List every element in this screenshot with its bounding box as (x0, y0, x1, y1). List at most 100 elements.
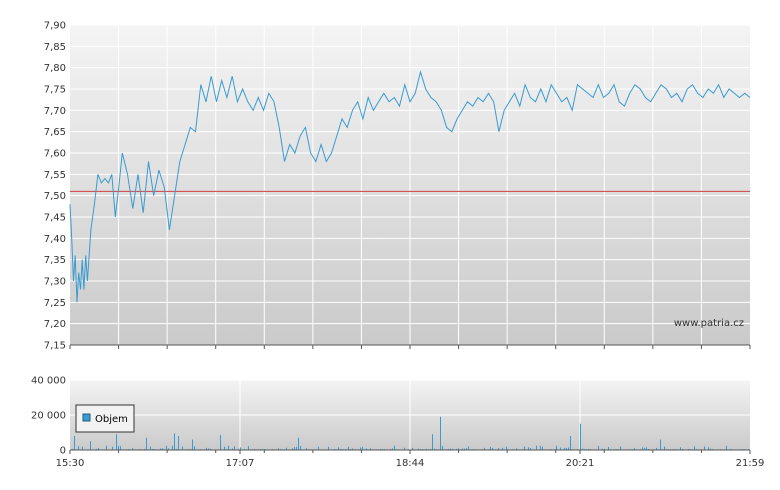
volume-x-tick-label: 18:44 (396, 458, 425, 469)
volume-bar (664, 446, 665, 450)
price-series-line (69, 70, 751, 303)
volume-bar (492, 448, 493, 450)
volume-bar (660, 439, 661, 450)
price-y-tick-label: 7,80 (44, 63, 66, 74)
volume-x-tick-label: 21:59 (736, 458, 765, 469)
volume-bar (348, 446, 349, 450)
volume-bar (298, 437, 299, 450)
volume-bar (234, 446, 235, 450)
volume-bar (82, 446, 83, 450)
volume-bar (370, 448, 371, 450)
price-y-tick-label: 7,50 (44, 191, 66, 202)
volume-bar (150, 446, 151, 450)
volume-bar (404, 447, 405, 450)
volume-bar (366, 448, 367, 450)
volume-bar (498, 448, 499, 450)
volume-bar (442, 445, 443, 450)
volume-y-tick-label: 20 000 (31, 411, 66, 422)
volume-bar (172, 445, 173, 450)
volume-bar (228, 445, 229, 450)
volume-bar (96, 448, 97, 450)
volume-bar (452, 448, 453, 450)
volume-bar (160, 448, 161, 450)
volume-bar (208, 448, 209, 450)
volume-y-tick-label: 40 000 (31, 376, 66, 387)
volume-bar (232, 448, 233, 450)
volume-bar (484, 447, 485, 450)
volume-bar (560, 447, 561, 450)
volume-bar (182, 446, 183, 450)
price-y-axis: 7,15 7,20 7,25 7,30 7,35 7,40 7,45 7,50 7,55 7,60… (44, 21, 66, 352)
volume-bar (528, 447, 529, 450)
volume-bar (648, 448, 649, 450)
volume-bar (254, 448, 255, 450)
volume-bar (642, 447, 643, 450)
volume-bar (694, 446, 695, 450)
volume-bar (646, 447, 647, 450)
volume-y-tick-label: 0 (60, 446, 66, 457)
volume-bar (608, 446, 609, 450)
volume-bar (90, 441, 91, 450)
volume-bar (350, 448, 351, 450)
volume-bar (570, 436, 571, 450)
price-y-tick-label: 7,20 (44, 319, 66, 330)
volume-bar (78, 446, 79, 450)
volume-bar (634, 447, 635, 450)
volume-bar (178, 436, 179, 450)
volume-bar (192, 439, 193, 450)
volume-bar (210, 448, 211, 450)
legend-swatch (82, 413, 91, 422)
volume-bar (502, 447, 503, 450)
volume-bar (286, 447, 287, 450)
volume-bar (120, 446, 121, 450)
volume-bar (458, 448, 459, 450)
volume-bar (74, 436, 75, 450)
volume-bar (644, 447, 645, 450)
volume-y-axis: 0 20 000 40 000 (31, 376, 66, 457)
price-y-tick-label: 7,40 (44, 234, 66, 245)
volume-bar (240, 447, 241, 450)
volume-bar (568, 447, 569, 450)
volume-bar (162, 448, 163, 450)
volume-bar (704, 446, 705, 450)
legend-box (75, 404, 135, 433)
volume-bar (238, 448, 239, 450)
volume-bar (318, 446, 319, 450)
price-panel: 7,15 7,20 7,25 7,30 7,35 7,40 7,45 7,50 7,55 7,60… (44, 21, 751, 352)
volume-bar (112, 446, 113, 450)
volume-bar (602, 448, 603, 450)
volume-bar (106, 445, 107, 450)
volume-bar (278, 448, 279, 450)
volume-bar (426, 448, 427, 450)
volume-bar (490, 446, 491, 450)
volume-bar (450, 448, 451, 450)
volume-bar (224, 446, 225, 450)
volume-bar (220, 435, 221, 450)
price-y-tick-label: 7,45 (44, 213, 66, 224)
price-y-tick-label: 7,15 (44, 341, 66, 352)
volume-bar (334, 448, 335, 450)
volume-bar (466, 448, 467, 450)
volume-bar (440, 416, 441, 450)
volume-bar (360, 447, 361, 450)
volume-bar (464, 448, 465, 450)
volume-bar (132, 448, 133, 450)
volume-bar (540, 445, 541, 450)
volume-x-tick-label: 17:07 (226, 458, 255, 469)
volume-bar (152, 448, 153, 450)
volume-bar (564, 447, 565, 450)
volume-bar (448, 448, 449, 450)
price-y-tick-label: 7,25 (44, 298, 66, 309)
volume-bar (710, 448, 711, 450)
legend: Objem (75, 404, 135, 433)
volume-bar (166, 445, 167, 450)
price-y-tick-label: 7,70 (44, 106, 66, 117)
volume-bar (328, 446, 329, 450)
volume-bar (468, 446, 469, 450)
volume-bar (462, 448, 463, 450)
volume-bar (206, 447, 207, 450)
price-y-tick-label: 7,55 (44, 170, 66, 181)
watermark: www.patria.cz (674, 318, 744, 329)
volume-bar (680, 447, 681, 450)
